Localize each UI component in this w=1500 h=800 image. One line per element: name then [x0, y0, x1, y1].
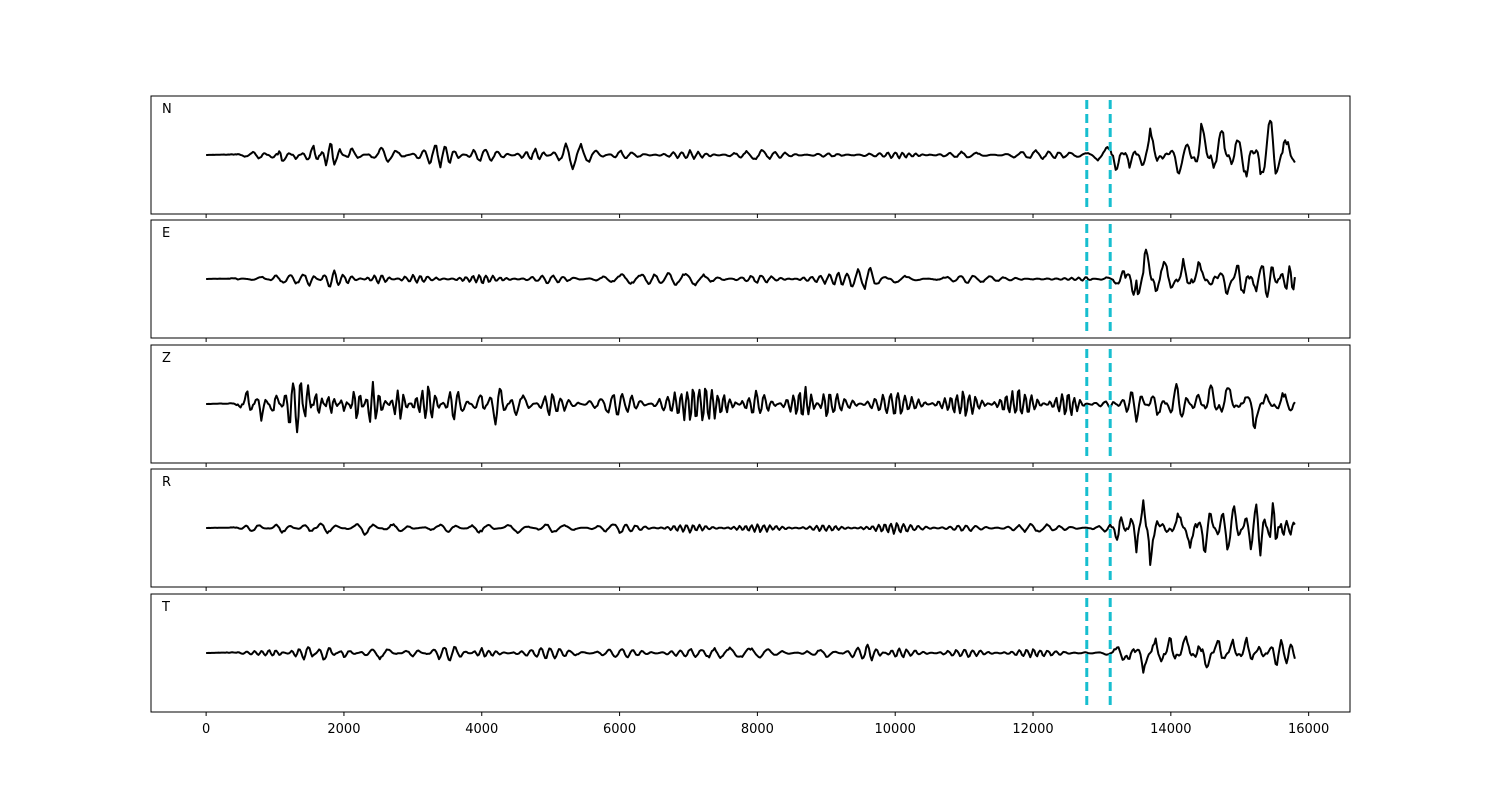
x-tick-label: 14000 — [1150, 722, 1191, 737]
channel-label-r: R — [162, 475, 171, 490]
x-tick-label: 12000 — [1012, 722, 1053, 737]
channel-label-z: Z — [162, 351, 171, 366]
panel-frame — [150, 95, 1351, 215]
panel-frame — [150, 219, 1351, 339]
panel-frame — [150, 344, 1351, 464]
channel-label-e: E — [162, 226, 170, 241]
x-tick-label: 0 — [202, 722, 210, 737]
waveform-r — [206, 499, 1296, 566]
x-axis: 0 2000 4000 6000 8000 10000 12000 14000 16000 — [202, 722, 1329, 737]
x-tick-label: 8000 — [741, 722, 774, 737]
waveform-e — [206, 248, 1296, 298]
x-tick-label: 16000 — [1288, 722, 1329, 737]
panel-t: T — [150, 593, 1351, 716]
waveform-n — [206, 119, 1296, 178]
x-tick-label: 4000 — [465, 722, 498, 737]
panel-frame — [150, 593, 1351, 713]
panel-z: Z — [150, 344, 1351, 467]
waveform-z — [206, 380, 1296, 434]
channel-label-n: N — [162, 102, 172, 117]
panel-r: R — [150, 468, 1351, 591]
channel-label-t: T — [161, 600, 170, 615]
panel-frame — [150, 468, 1351, 588]
x-tick-label: 6000 — [603, 722, 636, 737]
panel-e: E — [150, 219, 1351, 342]
x-tick-label: 2000 — [327, 722, 360, 737]
panel-n: N — [150, 95, 1351, 218]
waveform-t — [206, 635, 1296, 674]
x-tick-label: 10000 — [875, 722, 916, 737]
